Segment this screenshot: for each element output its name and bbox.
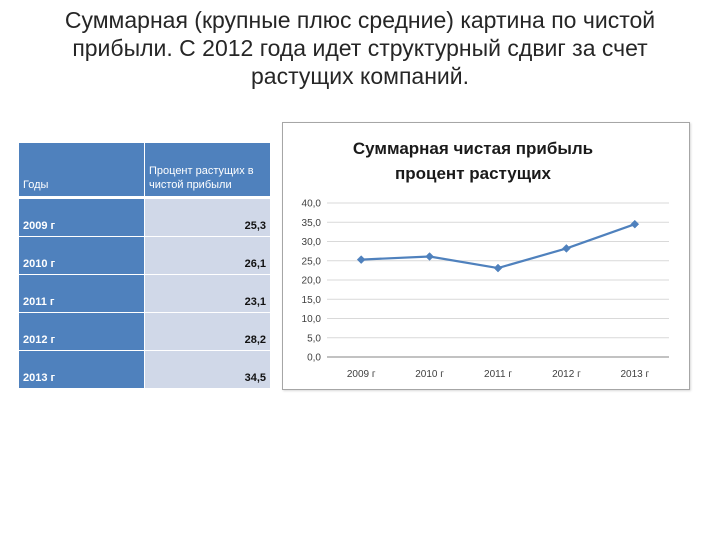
- header-years: Годы: [19, 143, 145, 199]
- row-value: 25,3: [144, 197, 270, 237]
- table-header-row: Годы Процент растущих в чистой прибыли: [19, 143, 270, 199]
- x-tick-label: 2012 г: [552, 369, 581, 380]
- x-tick-label: 2010 г: [415, 369, 444, 380]
- row-value: 23,1: [144, 274, 270, 313]
- table-row: 2010 г 26,1: [19, 236, 270, 275]
- row-year: 2009 г: [19, 197, 145, 237]
- data-point: [493, 263, 503, 273]
- data-point: [630, 219, 640, 229]
- x-tick-label: 2011 г: [484, 369, 512, 380]
- row-year: 2012 г: [19, 312, 145, 351]
- y-tick-label: 0,0: [307, 353, 321, 364]
- y-tick-label: 35,0: [302, 218, 322, 229]
- chart-title-line-2: процент растущих: [395, 164, 552, 183]
- row-value: 26,1: [144, 236, 270, 275]
- y-tick-label: 15,0: [302, 295, 322, 306]
- data-point: [425, 252, 434, 261]
- y-tick-label: 40,0: [302, 199, 322, 210]
- y-tick-label: 10,0: [302, 314, 322, 325]
- data-point: [562, 244, 571, 253]
- slide-title: Суммарная (крупные плюс средние) картина…: [64, 7, 656, 89]
- y-tick-label: 25,0: [302, 256, 322, 267]
- y-tick-label: 30,0: [302, 237, 322, 248]
- x-tick-label: 2013 г: [620, 369, 649, 380]
- row-year: 2010 г: [19, 236, 145, 275]
- chart-canvas: Суммарная чистая прибыль процент растущи…: [302, 139, 669, 380]
- row-value: 34,5: [144, 350, 270, 389]
- table-row: 2011 г 23,1: [19, 274, 270, 313]
- table-row: 2009 г 25,3: [19, 197, 270, 237]
- series-line: [361, 223, 636, 270]
- row-year: 2011 г: [19, 274, 145, 313]
- data-table: Годы Процент растущих в чистой прибыли 2…: [19, 143, 270, 389]
- x-tick-label: 2009 г: [347, 369, 376, 380]
- table-row: 2012 г 28,2: [19, 312, 270, 351]
- row-year: 2013 г: [19, 350, 145, 389]
- line-chart: Суммарная чистая прибыль процент растущи…: [282, 122, 690, 390]
- row-value: 28,2: [144, 312, 270, 351]
- chart-title-line-1: Суммарная чистая прибыль: [353, 139, 593, 158]
- table-row: 2013 г 34,5: [19, 350, 270, 389]
- y-tick-label: 20,0: [302, 276, 322, 287]
- data-point: [356, 255, 366, 264]
- header-percent: Процент растущих в чистой прибыли: [144, 143, 270, 199]
- y-tick-label: 5,0: [307, 333, 321, 344]
